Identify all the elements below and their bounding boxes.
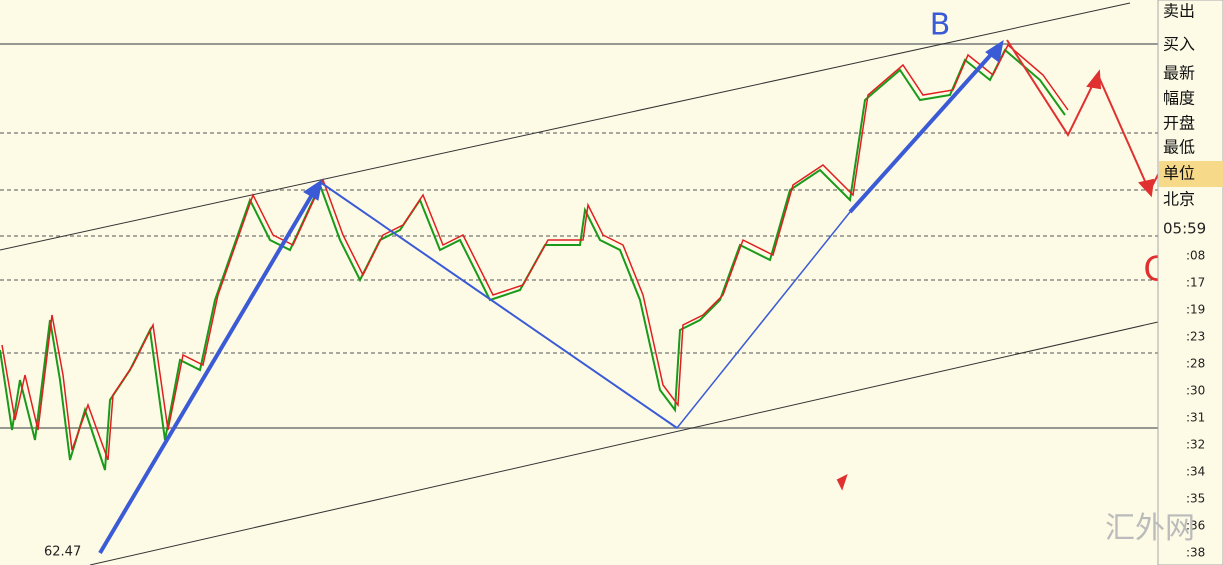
dashed-levels (0, 132, 1158, 354)
time-label: :08 (1186, 249, 1205, 263)
time-label: :30 (1186, 384, 1205, 398)
time-label: :31 (1186, 411, 1205, 425)
time-label: :19 (1186, 303, 1205, 317)
wave-label: B (930, 8, 951, 43)
low-price-label: 62.47 (44, 545, 81, 560)
price-path-up (1, 43, 1069, 461)
time-label: :17 (1186, 276, 1205, 290)
highlight (1159, 161, 1223, 187)
panel-label: 幅度 (1163, 89, 1195, 108)
price-path (0, 48, 1066, 471)
panel-label: 买入 (1163, 35, 1195, 54)
time-label: :36 (1186, 519, 1205, 533)
time-label: 05:59 (1163, 220, 1206, 238)
panel-label: 北京 (1163, 190, 1195, 209)
panel-label: 卖出 (1163, 2, 1195, 21)
time-label: :23 (1186, 330, 1205, 344)
panel-label: 最低 (1163, 138, 1195, 157)
time-label: :28 (1186, 357, 1205, 371)
panel-label: 最新 (1163, 64, 1195, 83)
time-label: :34 (1186, 465, 1205, 479)
channel-lower (89, 321, 1159, 565)
watermark: 汇外网 (1105, 511, 1195, 546)
time-label: :35 (1186, 492, 1205, 506)
time-label: :38 (1186, 546, 1205, 560)
wave-arrows (98, 39, 1004, 555)
channel-upper (0, 2, 1131, 251)
panel-label: 单位 (1163, 164, 1195, 183)
side-panel (1157, 0, 1223, 565)
panel-label: 开盘 (1163, 114, 1195, 133)
time-label: :32 (1186, 438, 1205, 452)
